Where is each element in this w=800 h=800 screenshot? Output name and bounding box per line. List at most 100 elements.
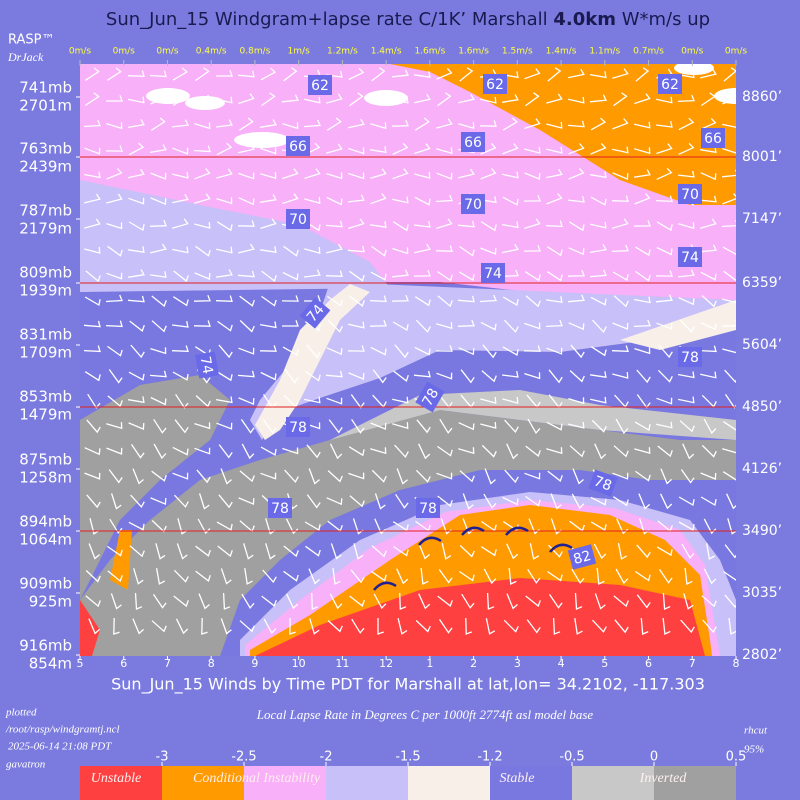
- contour-label: 70: [289, 212, 307, 228]
- colorbar-box: [326, 766, 408, 800]
- x-axis-label: Sun_Jun_15 Winds by Time PDT for Marshal…: [111, 675, 705, 695]
- wstar-label: 1.4m/s: [371, 47, 402, 57]
- x-tick-label: 1: [426, 657, 433, 670]
- brand: RASP™: [8, 33, 55, 48]
- height-ft-label: 3490’: [742, 523, 782, 539]
- contour-label-box: 78: [416, 498, 440, 518]
- contour-label-box: 74: [195, 351, 219, 379]
- height-m-label: 854m: [29, 655, 72, 673]
- pressure-label: 741mb: [19, 79, 72, 97]
- contour-label: 62: [486, 77, 504, 93]
- height-m-label: 1064m: [19, 531, 72, 549]
- plot-area: 6262626666667070707474747478787878787878…: [80, 64, 736, 656]
- label-box: [286, 417, 310, 437]
- cream-band: [620, 300, 736, 350]
- pressure-label: 809mb: [19, 264, 72, 282]
- colorbar-tick-label: -1.2: [477, 750, 502, 765]
- label-box: [701, 128, 725, 148]
- contour-label: 74: [197, 355, 216, 375]
- contour-label: 70: [464, 197, 482, 213]
- colorbar-title: Local Lapse Rate in Degrees C per 1000ft…: [256, 707, 594, 722]
- colorbar-label: Inverted: [639, 771, 688, 786]
- contour-label: 70: [681, 187, 699, 203]
- wind-barbs: [83, 67, 736, 635]
- wstar-label: 1.4m/s: [546, 47, 577, 57]
- label-box: [678, 184, 702, 204]
- contour-label: 62: [311, 78, 329, 94]
- colorbar-box: [408, 766, 490, 800]
- wstar-label: 0.4m/s: [196, 47, 227, 57]
- wstar-label: 1.6m/s: [414, 47, 445, 57]
- cloud-base-marks: [373, 526, 573, 591]
- wstar-label: 0m/s: [113, 47, 136, 57]
- contour-label: 78: [271, 501, 289, 517]
- contour-label: 74: [484, 266, 502, 282]
- contour-label: 78: [419, 501, 437, 517]
- contour-label: 78: [592, 473, 614, 494]
- contour-label-box: 78: [588, 469, 618, 497]
- x-tick-label: 6: [120, 657, 127, 670]
- colorbar-box: [80, 766, 162, 800]
- colorbar-tick-label: -3: [156, 750, 169, 765]
- wstar-label: 1.5m/s: [502, 47, 533, 57]
- pressure-label: 831mb: [19, 326, 72, 344]
- wstar-label: 1.2m/s: [327, 47, 358, 57]
- label-box: [286, 136, 310, 156]
- pressure-label: 916mb: [19, 637, 72, 655]
- inverted-region: [80, 375, 230, 600]
- orange-patch: [110, 530, 132, 590]
- title-prefix: Sun_Jun_15 Windgram+lapse rate C/1K’ Mar…: [106, 9, 553, 30]
- contour-label-box: 78: [286, 417, 310, 437]
- pressure-label: 909mb: [19, 575, 72, 593]
- colorbar-label: Conditional Instability: [193, 771, 321, 786]
- x-tick-label: 4: [558, 657, 565, 670]
- pressure-label: 787mb: [19, 202, 72, 220]
- lavender-band: [250, 282, 736, 440]
- height-ft-label: 8001’: [742, 149, 782, 165]
- wstar-label: 1m/s: [288, 47, 311, 57]
- label-box: [195, 351, 219, 379]
- height-ft-label: 4126’: [742, 461, 782, 477]
- colorbar-box: [490, 766, 572, 800]
- x-tick-label: 2: [470, 657, 477, 670]
- footer-rhcut_value: 95%: [744, 744, 764, 756]
- contour-label-box: 78: [678, 347, 702, 367]
- height-ft-label: 4850’: [742, 399, 782, 415]
- wstar-label: 1.6m/s: [458, 47, 489, 57]
- author: DrJack: [7, 50, 44, 64]
- contour-label-box: 66: [701, 128, 725, 148]
- x-tick-label: 9: [251, 657, 258, 670]
- x-tick-label: 3: [514, 657, 521, 670]
- title-bold: 4.0km: [553, 9, 616, 30]
- contour-label-box: 74: [481, 263, 505, 283]
- contour-label-box: 62: [483, 74, 507, 94]
- height-m-label: 1258m: [19, 469, 72, 487]
- label-box: [461, 132, 485, 152]
- label-box: [416, 498, 440, 518]
- label-box: [415, 381, 445, 413]
- lavender-region: [80, 180, 390, 292]
- height-ft-label: 6359’: [742, 275, 782, 291]
- contour-label: 78: [419, 386, 442, 409]
- contour-label-box: 74: [678, 247, 702, 267]
- pressure-label: 894mb: [19, 513, 72, 531]
- wstar-label: 0.8m/s: [240, 47, 271, 57]
- colorbar-tick-label: -2.5: [231, 750, 256, 765]
- height-ft-label: 7147’: [742, 211, 782, 227]
- colorbar-tick-label: -1.5: [395, 750, 420, 765]
- colorbar-label: Unstable: [91, 771, 142, 786]
- x-tick-label: 7: [689, 657, 696, 670]
- colorbar-label: Stable: [500, 771, 535, 786]
- contour-label-box: 62: [308, 75, 332, 95]
- contour-label: 78: [289, 420, 307, 436]
- contour-label-box: 74: [299, 297, 331, 329]
- pressure-label: 763mb: [19, 140, 72, 158]
- height-m-label: 1709m: [19, 344, 72, 362]
- colorbar-box: [572, 766, 654, 800]
- height-ft-label: 8860’: [742, 89, 782, 105]
- contour-label-box: 78: [268, 498, 292, 518]
- contour-label: 78: [681, 350, 699, 366]
- contour-label: 66: [289, 139, 307, 155]
- x-tick-label: 7: [164, 657, 171, 670]
